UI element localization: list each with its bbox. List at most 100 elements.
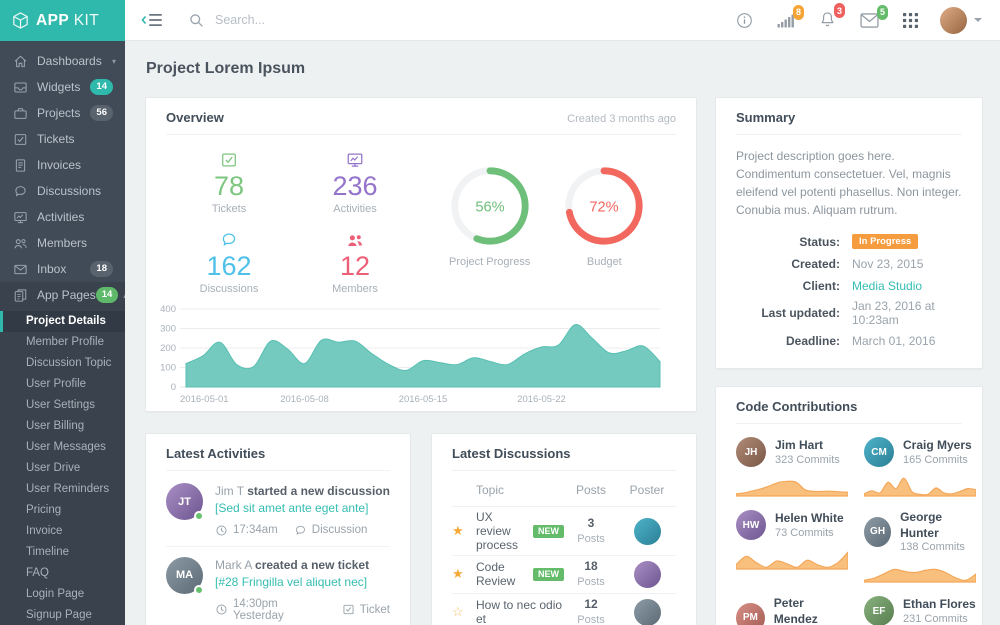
sidebar-item-label: Widgets (37, 80, 81, 94)
user-avatar (940, 6, 967, 34)
discussion-icon (220, 231, 238, 250)
commit-sparkline (864, 477, 976, 497)
stats-button[interactable]: 8 (777, 4, 804, 28)
sidebar-collapse-button[interactable] (141, 13, 163, 27)
poster-avatar (633, 560, 661, 588)
ticket-icon (220, 151, 238, 170)
submenu-item-member-profile[interactable]: Member Profile (26, 336, 104, 348)
overview-created-label: Created 3 months ago (567, 113, 676, 125)
star-icon[interactable]: ★ (452, 566, 464, 582)
contributor-commits: 138 Commits (900, 541, 965, 554)
sidebar-item-members[interactable]: Members (0, 230, 125, 256)
discussion-row[interactable]: ★ UX review process NEW 3 Posts (452, 507, 676, 557)
members_filled-icon (346, 231, 364, 250)
discussion-row[interactable]: ☆ How to nec odio et 12 Posts (452, 594, 676, 625)
gauge-label: Budget (586, 256, 622, 268)
contributor-name: Ethan Flores (903, 597, 976, 612)
submenu-item-user-billing[interactable]: User Billing (26, 420, 85, 432)
sidebar-item-invoices[interactable]: Invoices (0, 152, 125, 178)
posts-count: 18 Posts (577, 559, 605, 589)
submenu-item-user-reminders[interactable]: User Reminders (26, 483, 110, 495)
app-title: APP KIT (36, 11, 100, 29)
discussion-topic[interactable]: Code Review (476, 560, 516, 589)
sidebar-item-projects[interactable]: Projects 56 (0, 100, 125, 126)
sidebar-item-tickets[interactable]: Tickets (0, 126, 125, 152)
client-link[interactable]: Media Studio (852, 278, 923, 293)
apps-grid-button[interactable] (903, 12, 918, 28)
submenu-item-user-settings[interactable]: User Settings (26, 399, 96, 411)
sidebar-item-inbox[interactable]: Inbox 18 (0, 256, 125, 282)
search-input[interactable] (213, 12, 373, 28)
sidebar-item-label: Discussions (37, 184, 102, 198)
sidebar-item-app-pages[interactable]: App Pages 14 ▴ (0, 282, 125, 308)
stat-discussions: 162 Discussions (166, 231, 292, 295)
cube-icon (11, 11, 30, 30)
discussion-topic[interactable]: UX review process (476, 510, 519, 553)
briefcase-icon (13, 106, 28, 121)
svg-text:300: 300 (160, 324, 176, 335)
submenu-item-faq[interactable]: FAQ (26, 567, 50, 579)
submenu-item-login-page[interactable]: Login Page (26, 588, 85, 600)
info-button[interactable] (736, 12, 753, 29)
summary-label: Status: (799, 234, 840, 249)
page-title: Project Lorem Ipsum (146, 60, 306, 77)
activity-type[interactable]: Discussion (294, 524, 367, 537)
sidebar-item-label: Invoices (37, 158, 82, 172)
invoice-icon (13, 158, 28, 173)
app-logo[interactable]: APP KIT (0, 0, 125, 41)
posts-count: 3 Posts (577, 515, 605, 545)
poster-avatar (633, 517, 661, 545)
submenu-item-discussion-topic[interactable]: Discussion Topic (26, 357, 112, 369)
sidebar-item-label: Inbox (37, 262, 67, 276)
submenu-item-timeline[interactable]: Timeline (26, 546, 70, 558)
messages-button[interactable]: 5 (860, 4, 888, 28)
submenu-item-user-drive[interactable]: User Drive (26, 462, 81, 474)
submenu-item-signup-page[interactable]: Signup Page (26, 609, 92, 621)
sidebar-badge: 18 (90, 261, 113, 277)
summary-label: Created: (791, 256, 840, 271)
sidebar-item-widgets[interactable]: Widgets 14 (0, 74, 125, 100)
activity-icon (346, 151, 364, 170)
sidebar-item-dashboards[interactable]: Dashboards ▾ (0, 48, 125, 74)
poster-avatar (633, 598, 661, 625)
new-badge: NEW (533, 524, 564, 538)
messages-badge: 5 (876, 4, 888, 20)
sidebar-item-discussions[interactable]: Discussions (0, 178, 125, 204)
activities-title: Latest Activities (166, 446, 266, 462)
submenu-item-user-profile[interactable]: User Profile (26, 378, 87, 390)
submenu-item-project-details[interactable]: Project Details (0, 311, 125, 332)
submenu-item-user-messages[interactable]: User Messages (26, 441, 106, 453)
sidebar-item-activities[interactable]: Activities (0, 204, 125, 230)
chevron-down-icon (974, 18, 982, 22)
activity-user: Mark A (215, 557, 252, 572)
submenu-item-invoice[interactable]: Invoice (26, 525, 63, 537)
posts-count: 12 Posts (577, 596, 605, 625)
star-icon[interactable]: ★ (452, 523, 464, 539)
avatar: PM (736, 602, 765, 625)
sidebar-item-label: Dashboards (37, 54, 102, 68)
discussion-topic[interactable]: How to nec odio et (476, 598, 563, 625)
clock-icon (215, 524, 228, 537)
svg-text:2016-05-15: 2016-05-15 (399, 394, 448, 405)
star-icon[interactable]: ☆ (452, 604, 464, 620)
discussion-row[interactable]: ★ Code Review NEW 18 Posts (452, 556, 676, 594)
submenu-item-pricing[interactable]: Pricing (26, 504, 62, 516)
stat-tickets: 78 Tickets (166, 151, 292, 215)
stat-value: 12 (339, 251, 371, 282)
notifications-bell-button[interactable]: 3 (819, 3, 845, 29)
avatar: MA (166, 556, 204, 595)
overview-area-chart: 0 100 200 300 400 2016-05-01 2016-05-08 2016-05… (146, 299, 696, 411)
clock-icon (215, 603, 228, 616)
activity-type[interactable]: Ticket (342, 603, 390, 616)
activity-link[interactable]: [#28 Fringilla vel aliquet nec] (215, 575, 368, 590)
activity-link[interactable]: [Sed sit amet ante eget ante] (215, 501, 369, 516)
summary-row: Deadline: March 01, 2016 (736, 332, 962, 349)
summary-value: March 01, 2016 (852, 333, 936, 348)
svg-text:100: 100 (160, 363, 176, 374)
summary-label: Deadline: (785, 333, 840, 348)
activity-action: created a new ticket (255, 557, 370, 572)
user-menu-button[interactable] (940, 6, 982, 34)
stat-label: Members (332, 283, 378, 296)
ticket-icon (342, 603, 355, 616)
